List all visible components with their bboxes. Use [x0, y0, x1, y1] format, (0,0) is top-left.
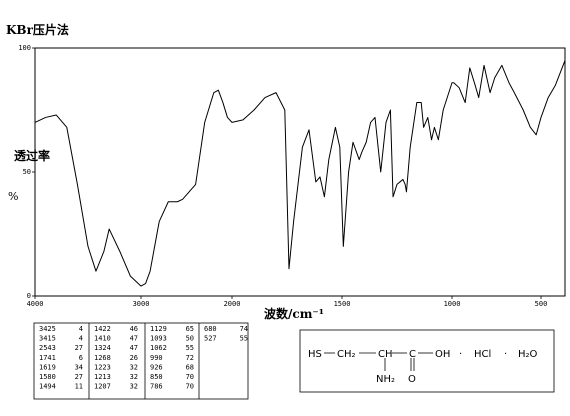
peak-wavenumber: 926	[150, 363, 163, 371]
y-axis-unit: %	[8, 190, 18, 203]
peak-transmittance: 6	[79, 354, 83, 362]
peak-wavenumber: 1093	[150, 335, 167, 343]
peak-wavenumber: 3425	[39, 325, 56, 333]
structure-text: HCl	[474, 349, 491, 360]
structure-text: OH	[435, 349, 450, 360]
peak-wavenumber: 1741	[39, 354, 56, 362]
peak-wavenumber: 1422	[94, 325, 111, 333]
structure-text: ·	[459, 349, 462, 360]
peak-transmittance: 46	[130, 325, 138, 333]
peak-wavenumber: 3415	[39, 335, 56, 343]
peak-wavenumber: 850	[150, 373, 163, 381]
x-tick-label: 3000	[133, 300, 150, 308]
x-tick-label: 1000	[444, 300, 461, 308]
peak-wavenumber: 527	[204, 335, 217, 343]
peak-wavenumber: 1494	[39, 383, 56, 391]
peak-wavenumber: 1207	[94, 383, 111, 391]
peak-transmittance: 55	[186, 344, 194, 352]
plot-frame	[34, 47, 566, 297]
peak-wavenumber: 1062	[150, 344, 167, 352]
peak-wavenumber: 2543	[39, 344, 56, 352]
peak-wavenumber: 1213	[94, 373, 111, 381]
peak-transmittance: 34	[75, 363, 83, 371]
y-tick-label: 50	[23, 168, 31, 176]
peak-table-dividers	[88, 323, 200, 399]
x-tick-label: 2000	[224, 300, 241, 308]
peak-wavenumber: 1268	[94, 354, 111, 362]
x-tick-label: 1500	[334, 300, 351, 308]
structure-bonds	[324, 352, 433, 371]
x-tick-label: 4000	[27, 300, 44, 308]
peak-transmittance: 27	[75, 373, 83, 381]
peak-transmittance: 70	[186, 373, 194, 381]
peak-wavenumber: 1580	[39, 373, 56, 381]
peak-wavenumber: 680	[204, 325, 217, 333]
peak-wavenumber: 1324	[94, 344, 111, 352]
peak-wavenumber: 1410	[94, 335, 111, 343]
peak-transmittance: 27	[75, 344, 83, 352]
peak-transmittance: 4	[79, 335, 83, 343]
peak-wavenumber: 1129	[150, 325, 167, 333]
structure-text: CH	[378, 349, 393, 360]
peak-transmittance: 32	[130, 383, 138, 391]
x-axis-label: 波数/cm⁻¹	[264, 306, 324, 321]
peak-transmittance: 11	[75, 383, 83, 391]
peak-transmittance: 50	[186, 335, 194, 343]
peak-transmittance: 32	[130, 373, 138, 381]
peak-transmittance: 74	[240, 325, 248, 333]
peak-transmittance: 70	[186, 383, 194, 391]
peak-transmittance: 72	[186, 354, 194, 362]
structure-text: H₂O	[518, 349, 538, 360]
x-tick-label: 500	[535, 300, 548, 308]
peak-wavenumber: 1223	[94, 363, 111, 371]
peak-transmittance: 68	[186, 363, 194, 371]
y-tick-label: 100	[18, 44, 31, 52]
spectrum-line	[34, 60, 566, 287]
peak-transmittance: 47	[130, 344, 138, 352]
peak-transmittance: 26	[130, 354, 138, 362]
peak-wavenumber: 786	[150, 383, 163, 391]
method-label: KBr压片法	[6, 22, 69, 37]
y-tick-label: 0	[27, 292, 31, 300]
peak-wavenumber: 990	[150, 354, 163, 362]
structure-text: O	[408, 374, 416, 385]
structure-text: C	[409, 349, 416, 360]
structure-text: NH₂	[376, 374, 395, 385]
peak-transmittance: 4	[79, 325, 83, 333]
peak-transmittance: 55	[240, 335, 248, 343]
peak-wavenumber: 1619	[39, 363, 56, 371]
peak-transmittance: 32	[130, 363, 138, 371]
peak-table: 3425 4 3415 4 2543 27 1741 6 1619 34 1580 27 1494 11 1…	[39, 325, 248, 391]
structure-text: CH₂	[337, 349, 356, 360]
peak-transmittance: 65	[186, 325, 194, 333]
structure-text: HS	[308, 349, 322, 360]
peak-transmittance: 47	[130, 335, 138, 343]
y-axis-label: 透过率	[14, 148, 50, 163]
structure-frame	[299, 329, 555, 393]
peak-table-frame	[33, 322, 249, 400]
structure-text: ·	[504, 349, 507, 360]
